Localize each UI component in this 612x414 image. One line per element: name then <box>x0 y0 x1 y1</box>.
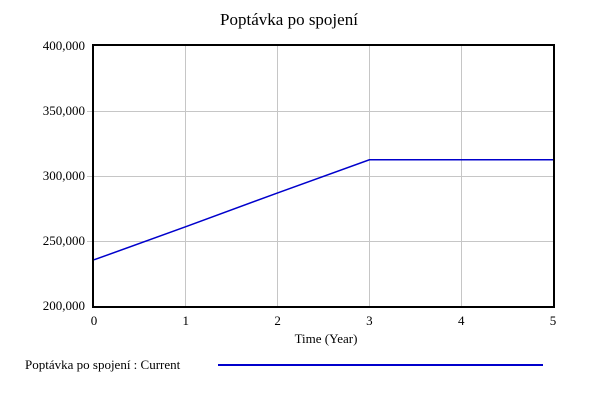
y-axis-tick-label: 400,000 <box>42 38 85 53</box>
y-axis-tick-label: 350,000 <box>42 103 85 118</box>
x-axis-tick-label: 5 <box>549 313 557 328</box>
x-axis-tick-label: 0 <box>90 313 98 328</box>
x-axis-tick-label: 4 <box>457 313 465 328</box>
gridline-horizontal <box>94 110 553 112</box>
x-axis-tick-label: 1 <box>182 313 190 328</box>
x-axis-title: Time (Year) <box>294 331 358 346</box>
y-axis-tick-label: 250,000 <box>42 233 85 248</box>
x-axis-tick-label: 3 <box>366 313 373 328</box>
legend-line-swatch <box>218 364 543 366</box>
y-axis-tick <box>87 176 92 177</box>
gridline-horizontal <box>94 240 553 242</box>
y-axis-tick-label: 300,000 <box>42 168 85 183</box>
legend: Poptávka po spojení : Current <box>0 356 612 376</box>
demand-series-line <box>94 159 553 261</box>
y-axis-tick <box>87 241 92 242</box>
y-axis-tick <box>87 111 92 112</box>
series-plot <box>94 159 553 261</box>
plot-area <box>92 44 555 308</box>
x-axis-tick-label: 2 <box>274 313 281 328</box>
chart-title: Poptávka po spojení <box>220 10 358 29</box>
legend-series-label: Poptávka po spojení : Current <box>25 357 181 372</box>
y-axis-tick-label: 200,000 <box>42 298 85 313</box>
